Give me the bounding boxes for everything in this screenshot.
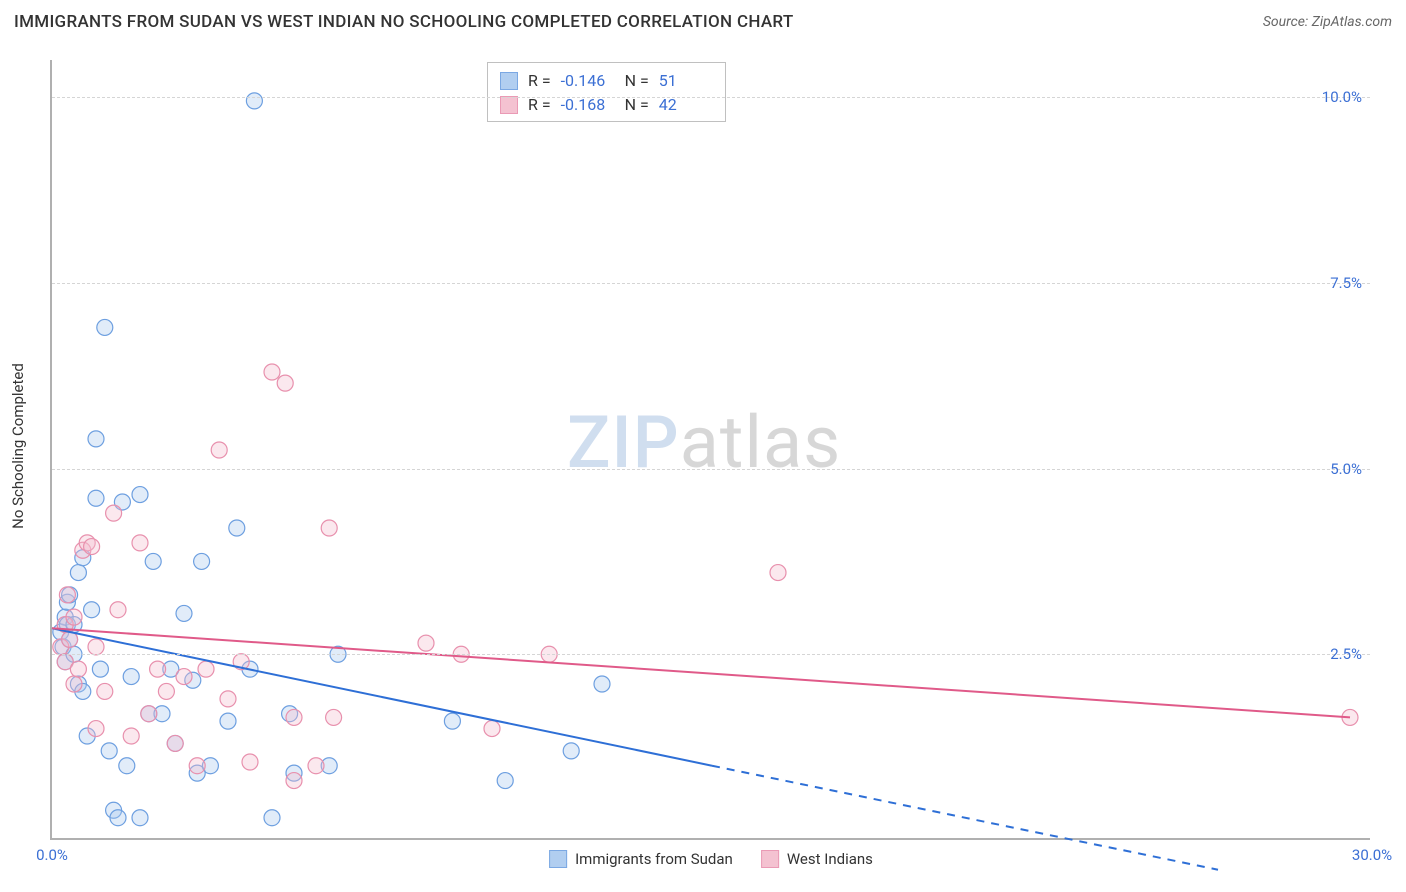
legend-swatch-west_indian [761,850,779,868]
legend-item-sudan: Immigrants from Sudan [549,850,733,868]
scatter-point-sudan [246,93,262,109]
scatter-point-sudan [229,520,245,536]
scatter-point-west_indian [198,661,214,677]
scatter-point-sudan [594,676,610,692]
scatter-point-west_indian [158,683,174,699]
gridline [52,469,1370,470]
stat-n-value-sudan: 51 [659,69,713,93]
scatter-point-sudan [264,810,280,826]
legend-swatch-west_indian [500,96,518,114]
scatter-point-sudan [70,565,86,581]
legend-swatch-sudan [549,850,567,868]
plot-area: ZIPatlas R =-0.146N =51R =-0.168N =42 Im… [50,60,1370,840]
gridline [52,654,1370,655]
scatter-point-west_indian [70,661,86,677]
x-tick-label: 0.0% [36,846,68,864]
scatter-point-sudan [132,487,148,503]
stat-r-value-sudan: -0.146 [561,69,615,93]
scatter-point-sudan [92,661,108,677]
scatter-point-west_indian [308,758,324,774]
scatter-point-west_indian [167,735,183,751]
stat-r-label: R = [528,69,551,93]
scatter-point-west_indian [176,669,192,685]
scatter-point-west_indian [110,602,126,618]
chart-svg [52,60,1370,838]
scatter-point-sudan [88,431,104,447]
scatter-point-west_indian [211,442,227,458]
scatter-point-sudan [123,669,139,685]
y-axis-label: No Schooling Completed [9,363,27,529]
y-tick-label: 2.5% [1330,645,1362,663]
scatter-point-sudan [110,810,126,826]
stats-row-sudan: R = -0.146 N = 51 [500,69,713,93]
scatter-point-west_indian [189,758,205,774]
scatter-point-west_indian [484,721,500,737]
legend-label-sudan: Immigrants from Sudan [575,850,733,868]
chart-title: IMMIGRANTS FROM SUDAN VS WEST INDIAN NO … [14,12,794,32]
scatter-point-west_indian [66,609,82,625]
scatter-point-west_indian [88,639,104,655]
scatter-point-west_indian [321,520,337,536]
chart-source: Source: ZipAtlas.com [1263,14,1392,30]
legend-label-west_indian: West Indians [787,850,873,868]
scatter-point-sudan [444,713,460,729]
scatter-point-sudan [84,602,100,618]
gridline [52,283,1370,284]
scatter-point-sudan [176,605,192,621]
stats-legend-box: R =-0.146N =51R =-0.168N =42 [487,62,726,122]
stat-n-label: N = [625,69,649,93]
regression-line-sudan [52,628,712,765]
y-tick-label: 5.0% [1330,460,1362,478]
scatter-point-sudan [497,773,513,789]
y-tick-label: 10.0% [1322,88,1362,106]
scatter-point-sudan [119,758,135,774]
scatter-point-west_indian [770,565,786,581]
scatter-point-west_indian [88,721,104,737]
scatter-point-sudan [97,319,113,335]
scatter-point-west_indian [84,539,100,555]
scatter-point-sudan [101,743,117,759]
scatter-point-sudan [194,553,210,569]
x-tick-label: 30.0% [1352,846,1392,864]
legend-item-west_indian: West Indians [761,850,873,868]
scatter-point-west_indian [286,709,302,725]
scatter-point-west_indian [66,676,82,692]
scatter-point-west_indian [123,728,139,744]
scatter-point-sudan [88,490,104,506]
gridline [52,97,1370,98]
scatter-point-west_indian [326,709,342,725]
legend-swatch-sudan [500,72,518,90]
scatter-point-west_indian [141,706,157,722]
scatter-point-west_indian [220,691,236,707]
title-bar: IMMIGRANTS FROM SUDAN VS WEST INDIAN NO … [14,12,1392,32]
y-tick-label: 7.5% [1330,274,1362,292]
scatter-point-west_indian [97,683,113,699]
scatter-point-west_indian [132,535,148,551]
scatter-point-west_indian [277,375,293,391]
scatter-point-west_indian [59,587,75,603]
scatter-point-west_indian [242,754,258,770]
source-name: ZipAtlas.com [1312,14,1392,30]
scatter-point-west_indian [150,661,166,677]
scatter-point-west_indian [106,505,122,521]
scatter-point-west_indian [264,364,280,380]
source-prefix: Source: [1263,14,1312,30]
scatter-point-west_indian [286,773,302,789]
scatter-point-sudan [132,810,148,826]
legend-bottom: Immigrants from Sudan West Indians [549,850,873,868]
scatter-point-west_indian [418,635,434,651]
scatter-point-sudan [145,553,161,569]
scatter-point-sudan [563,743,579,759]
scatter-point-sudan [220,713,236,729]
